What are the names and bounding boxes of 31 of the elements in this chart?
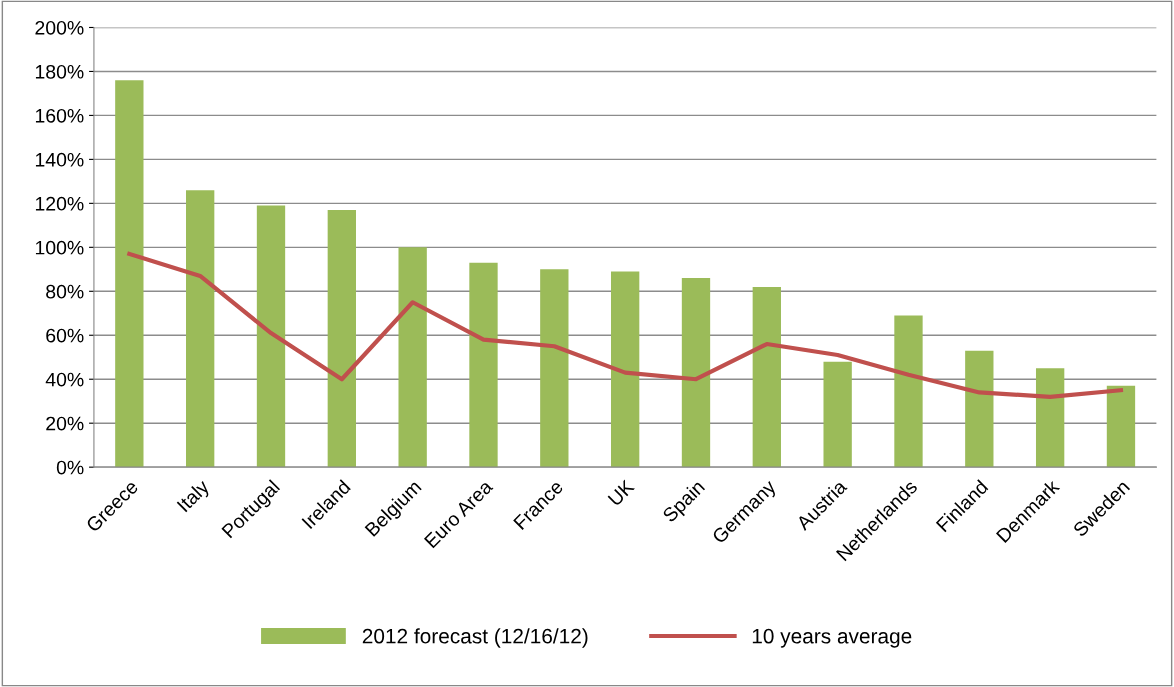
bar [894,315,923,468]
y-tick-label: 140% [35,152,84,167]
y-tick-label: 160% [35,108,84,123]
bar [752,286,781,468]
y-tick-label: 0% [56,460,84,475]
bar [540,269,569,468]
bar [823,361,852,468]
bar [115,80,144,468]
y-tick-label: 120% [35,196,84,211]
y-tick-label: 180% [35,64,84,79]
bar [398,247,427,468]
y-tick-label: 60% [46,328,84,343]
y-tick-label: 20% [46,416,84,431]
y-tick-label: 100% [35,240,84,255]
legend-label: 10 years average [752,628,912,648]
line-series [127,251,1124,399]
y-tick-label: 40% [45,372,84,387]
bar [610,271,640,468]
bar [1106,385,1136,468]
x-tick-label: UK [607,478,636,507]
bar [965,350,994,468]
y-tick-label: 80% [46,284,84,299]
bar [469,262,498,468]
bar [186,190,215,468]
legend-label: 2012 forecast (12/16/12) [362,628,588,648]
bar [681,278,711,468]
bar [1035,368,1065,468]
x-tick-label: Italy [176,478,213,516]
bar [327,209,356,468]
y-tick-label: 200% [35,20,84,35]
bar [256,205,286,468]
